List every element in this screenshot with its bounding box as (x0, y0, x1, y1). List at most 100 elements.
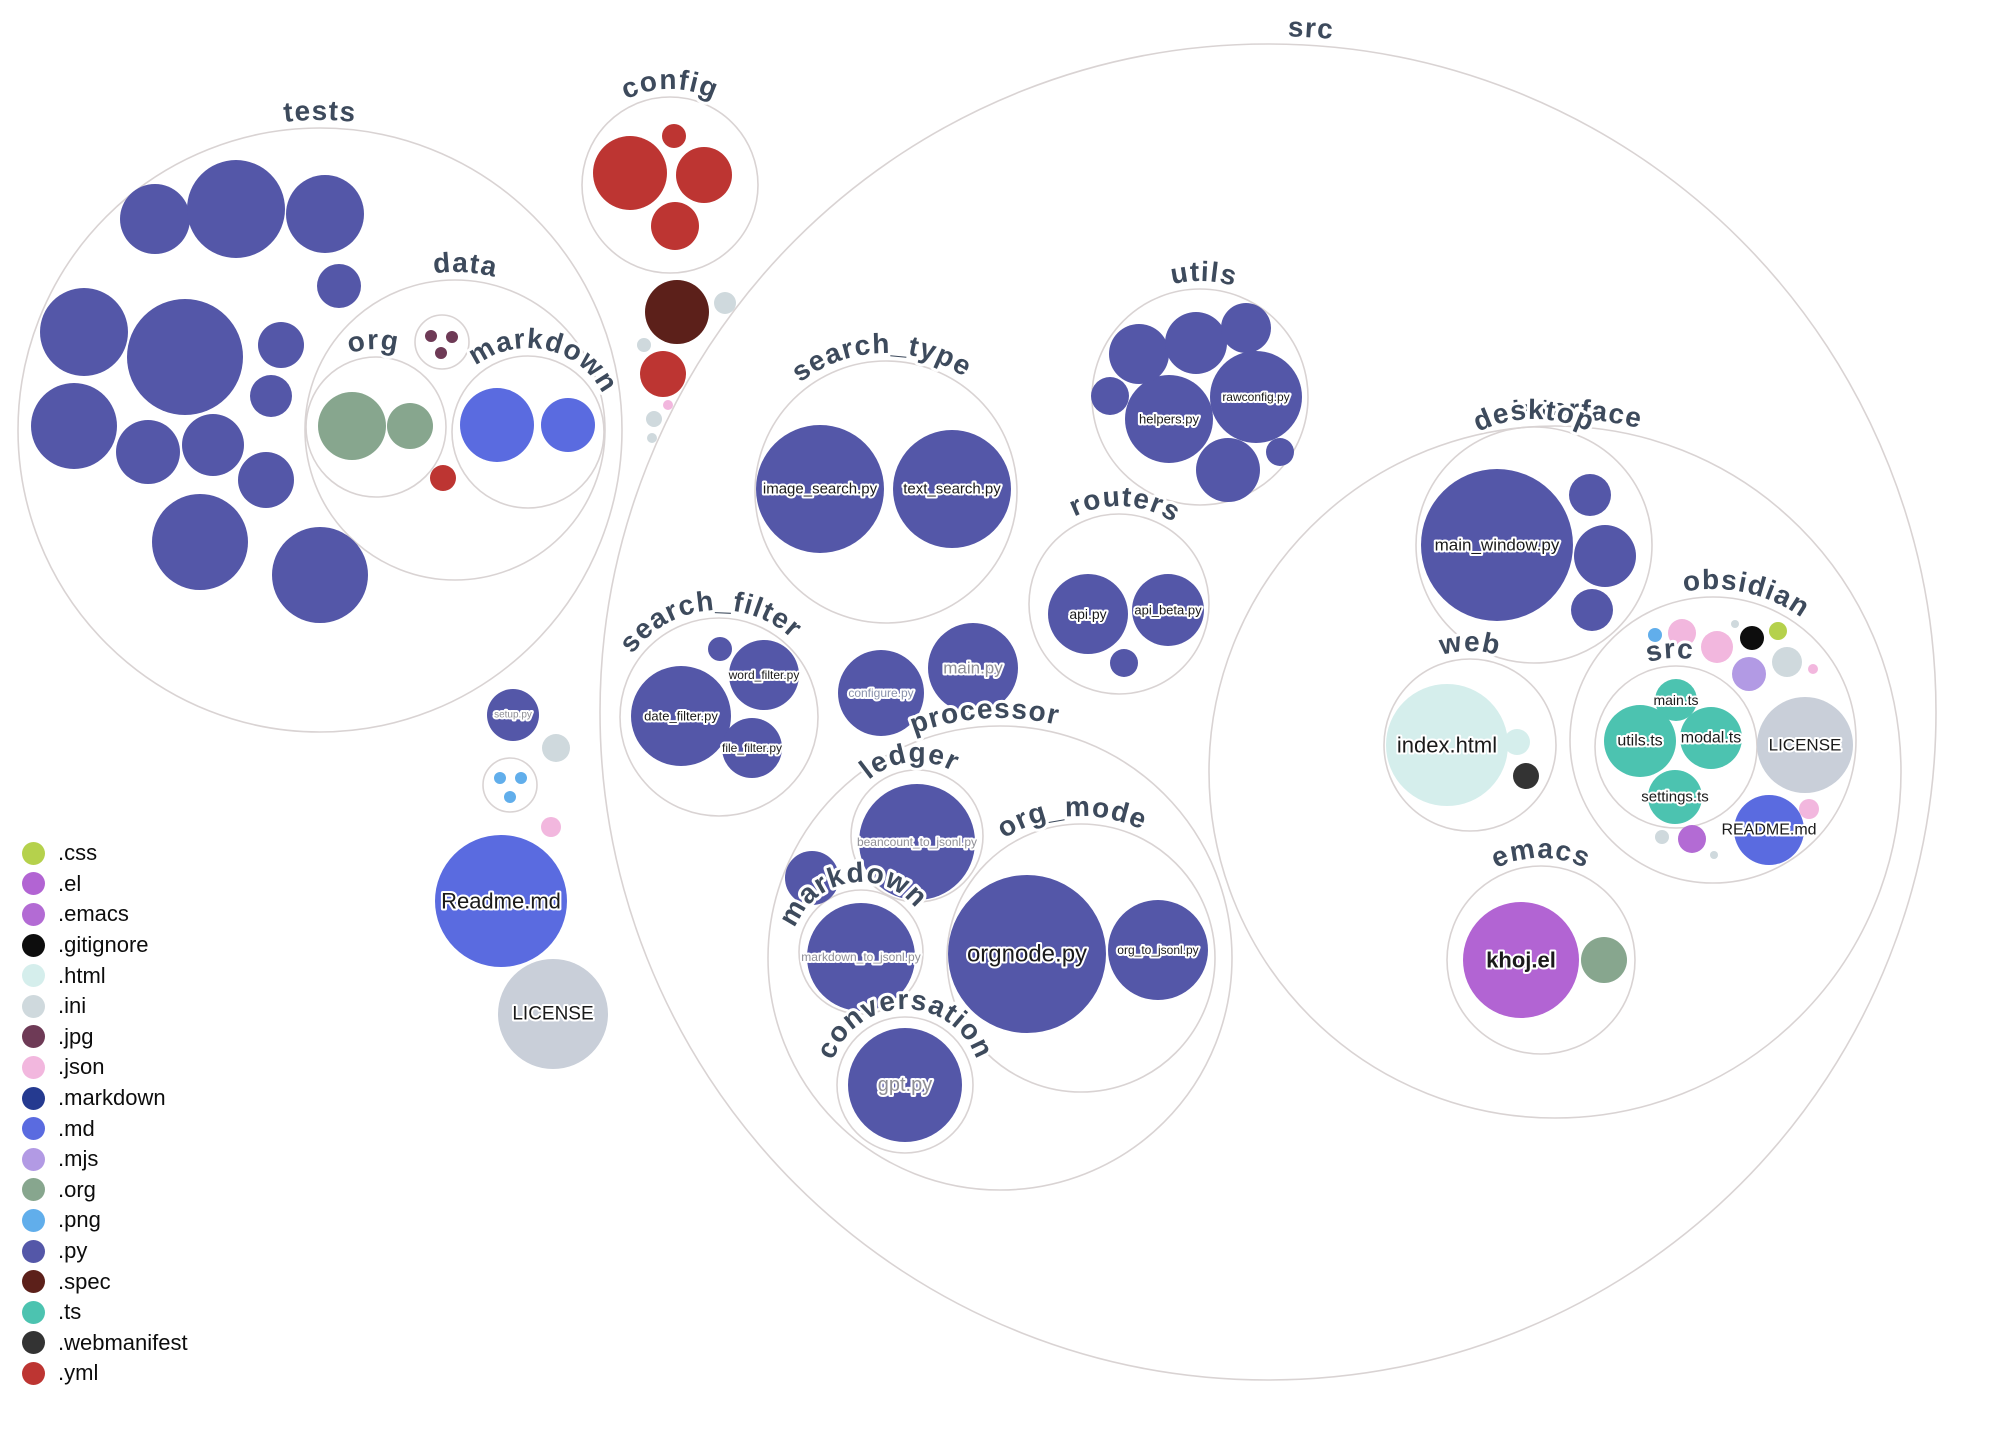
folder-label-markdown-data: markdown (463, 323, 625, 398)
folder-label-text-search_type: search_type (783, 325, 980, 391)
file-label-rawconfig.py: rawconfig.py (1222, 390, 1289, 404)
file-circle-yml-29 (640, 351, 686, 397)
legend-dot-ini (22, 994, 45, 1018)
legend-label-ini: .ini (58, 993, 87, 1019)
legend-label-mjs: .mjs (58, 1146, 99, 1172)
file-circle-png-35 (494, 772, 506, 784)
file-circle-py-69 (1571, 589, 1613, 631)
file-label-api.py: api.py (1069, 606, 1106, 622)
legend-label-el: .el (58, 870, 82, 896)
file-circle-file_filter.py (722, 718, 782, 778)
file-label-LICENSE: LICENSE (512, 1004, 593, 1025)
legend-item-gitignore: .gitignore (22, 930, 188, 961)
file-circle-webmanifest-72 (1513, 763, 1539, 789)
file-circle-gpt.py (848, 1028, 962, 1142)
file-circle-ini-76 (1731, 620, 1739, 628)
file-label-modal.ts: modal.ts (1681, 730, 1741, 747)
folder-circle-emacs (1446, 865, 1636, 1055)
file-label-gpt.py: gpt.py (878, 1074, 932, 1096)
file-label-khoj.el: khoj.el (1486, 948, 1556, 973)
file-circle-py-10 (182, 414, 244, 476)
file-circle-configure.py (838, 650, 924, 736)
file-circle-api.py (1048, 574, 1128, 654)
extension-legend: .css .el .emacs .gitignore .html .ini .jpg .jso… (22, 838, 188, 1389)
file-circle-date_filter.py (631, 666, 731, 766)
file-circle-yml-21 (430, 465, 456, 491)
legend-item-org: .org (22, 1175, 188, 1206)
file-circle-py-6 (258, 322, 304, 368)
file-circle-LICENSE (498, 959, 608, 1069)
file-circle-ini-82 (1655, 830, 1669, 844)
folder-circle-org-data (305, 356, 447, 498)
folder-label-text-data: data (429, 244, 503, 286)
file-circle-py-47 (1109, 324, 1169, 384)
file-label-main.py: main.py (943, 659, 1003, 678)
folder-circle-ledger (850, 769, 984, 903)
file-circle-py-5 (127, 299, 243, 415)
folder-circle-desktop (1415, 426, 1653, 664)
folder-label-text-web: web (1433, 623, 1506, 664)
file-circle-json-80 (1808, 664, 1818, 674)
legend-label-markdown: .markdown (58, 1085, 166, 1111)
file-label-configure.py: configure.py (848, 686, 913, 700)
legend-item-yml: .yml (22, 1358, 188, 1389)
file-circle-yml-22 (593, 136, 667, 210)
folder-label-org_mode: org_mode (992, 791, 1152, 844)
file-circle-ini-28 (637, 338, 651, 352)
folder-label-text-org-data: org (341, 321, 404, 362)
file-label-image_search.py: image_search.py (763, 481, 878, 498)
file-circle-py-13 (272, 527, 368, 623)
file-circles-layer (31, 124, 1853, 1142)
file-circle-beancount_to_jsonl.py (859, 784, 975, 900)
file-circle-yml-23 (662, 124, 686, 148)
legend-item-ini: .ini (22, 991, 188, 1022)
file-circle-py-50 (1091, 377, 1129, 415)
file-circle-png-36 (515, 772, 527, 784)
folder-label-text-tests: tests (279, 92, 360, 131)
file-label-beancount_to_jsonl.py: beancount_to_jsonl.py (857, 835, 977, 849)
file-label-orgnode.py: orgnode.py (967, 941, 1087, 968)
file-circle-spec-26 (645, 280, 709, 344)
legend-item-spec: .spec (22, 1266, 188, 1297)
folder-label-text-org_mode: org_mode (989, 788, 1154, 847)
legend-item-markdown: .markdown (22, 1083, 188, 1114)
legend-label-ts: .ts (58, 1299, 82, 1325)
folder-circle-tests (17, 127, 623, 733)
file-circle-py-3 (317, 264, 361, 308)
file-circle-py-55 (1110, 649, 1138, 677)
legend-item-py: .py (22, 1236, 188, 1267)
file-circle-orgnode.py (948, 875, 1106, 1033)
folder-label-src: src (1287, 11, 1335, 45)
file-circle-markdown_to_jsonl.py (807, 903, 915, 1011)
folder-circle-search_type (754, 360, 1018, 624)
legend-item-emacs: .emacs (22, 899, 188, 930)
file-circle-image_search.py (756, 425, 884, 553)
file-circle-py-48 (1165, 312, 1227, 374)
file-circle-Readme.md (435, 835, 567, 967)
legend-label-json: .json (58, 1054, 105, 1080)
folder-circle-conversation (836, 1016, 974, 1154)
file-label-helpers.py: helpers.py (1139, 412, 1199, 427)
file-circle-json-38 (541, 817, 561, 837)
file-circle-api_beta.py (1132, 574, 1204, 646)
file-label-date_filter.py: date_filter.py (644, 709, 718, 724)
file-circle-py-49 (1221, 303, 1271, 353)
legend-dot-json (22, 1055, 45, 1079)
folder-circle-data (304, 279, 606, 581)
folder-label-text-processor: processor (903, 690, 1065, 743)
legend-dot-el (22, 872, 45, 896)
legend-label-md: .md (58, 1115, 95, 1141)
folder-label-obsidian: obsidian (1681, 564, 1816, 623)
legend-item-md: .md (22, 1113, 188, 1144)
folder-circle-src (599, 43, 1937, 1381)
file-circle-html-71 (1504, 729, 1530, 755)
legend-label-png: .png (58, 1207, 101, 1233)
file-circle-yml-24 (676, 147, 732, 203)
file-circle-py-1 (187, 160, 285, 258)
folder-label-src-obsidian: src (1642, 633, 1695, 668)
file-circle-py-67 (1569, 474, 1611, 516)
folder-label-text-config: config (613, 61, 725, 108)
legend-dot-ts (22, 1300, 45, 1324)
legend-dot-markdown (22, 1086, 45, 1110)
legend-item-html: .html (22, 960, 188, 991)
